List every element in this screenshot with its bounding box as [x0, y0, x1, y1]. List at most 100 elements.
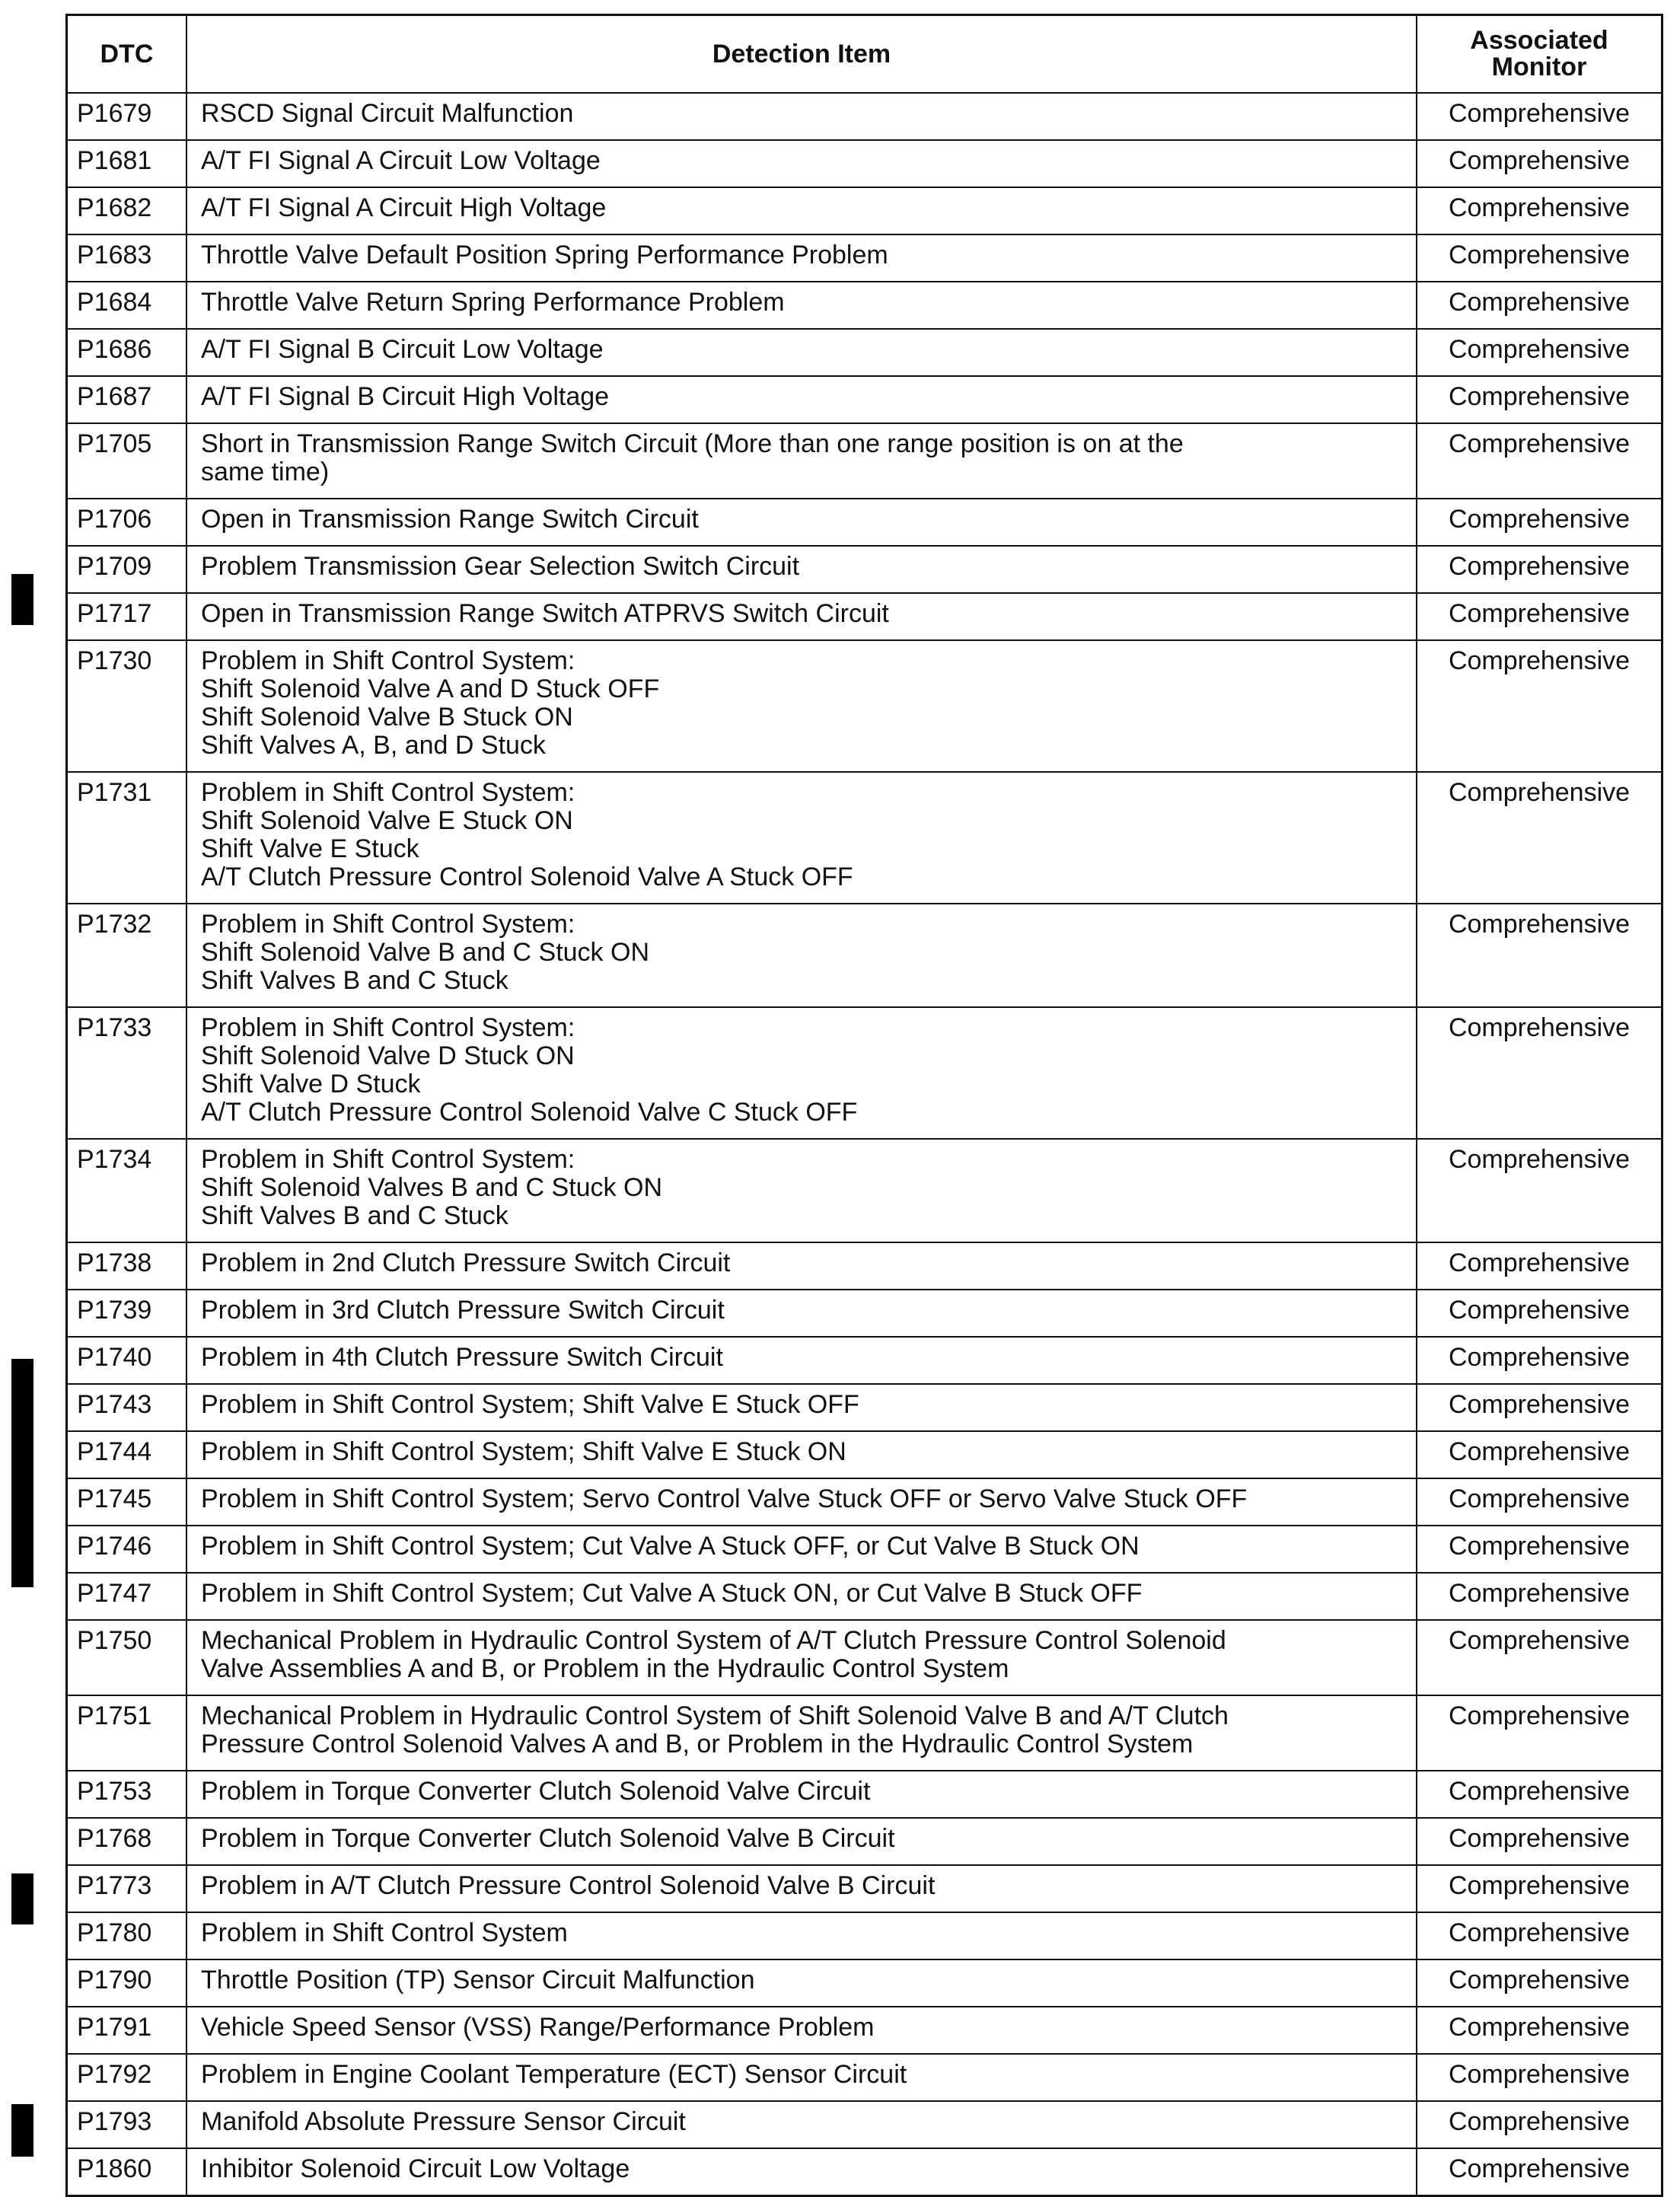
associated-monitor: Comprehensive [1416, 375, 1663, 424]
detection-item: Inhibitor Solenoid Circuit Low Voltage [186, 2148, 1417, 2197]
detection-item-line: Shift Valve E Stuck [201, 834, 419, 863]
table-row: P1792 Problem in Engine Coolant Temperatu… [65, 2053, 1663, 2102]
dtc-code: P1683 [65, 234, 187, 282]
associated-monitor: Comprehensive [1416, 92, 1663, 141]
header-monitor-text: Associated Monitor [1470, 26, 1608, 81]
detection-item-line: Problem in Shift Control System: [201, 778, 575, 807]
detection-item: Problem in Shift Control System; Cut Val… [186, 1572, 1417, 1621]
detection-item-line: Shift Valves B and C Stuck [201, 966, 508, 995]
dtc-code: P1790 [65, 1959, 187, 2007]
detection-item-line: Shift Solenoid Valve D Stuck ON [201, 1041, 575, 1070]
detection-item-line: Throttle Valve Default Position Spring P… [201, 241, 888, 269]
detection-item-line: A/T Clutch Pressure Control Solenoid Val… [201, 1098, 858, 1127]
header-dtc: DTC [65, 14, 187, 94]
table-row: P1731 Problem in Shift Control System: Shi… [65, 771, 1663, 904]
change-bar [11, 2104, 33, 2157]
detection-item-line: A/T FI Signal A Circuit High Voltage [201, 193, 607, 222]
table-row: P1730 Problem in Shift Control System: Shi… [65, 639, 1663, 773]
table-header-row: DTC Detection Item Associated Monitor [65, 14, 1663, 94]
detection-item: Vehicle Speed Sensor (VSS) Range/Perform… [186, 2006, 1417, 2055]
detection-item-line: Problem in Shift Control System; Servo C… [201, 1484, 1248, 1513]
table-row: P1738 Problem in 2nd Clutch Pressure Swit… [65, 1242, 1663, 1290]
associated-monitor: Comprehensive [1416, 2100, 1663, 2149]
detection-item-line: same time) [201, 458, 330, 486]
dtc-code: P1705 [65, 422, 187, 499]
associated-monitor: Comprehensive [1416, 903, 1663, 1008]
detection-item-line: Open in Transmission Range Switch Circui… [201, 505, 699, 534]
associated-monitor: Comprehensive [1416, 771, 1663, 904]
dtc-code: P1684 [65, 281, 187, 330]
detection-item: Problem in Shift Control System; Shift V… [186, 1383, 1417, 1432]
detection-item-line: Mechanical Problem in Hydraulic Control … [201, 1626, 1226, 1655]
detection-item: Problem in Shift Control System: Shift So… [186, 1006, 1417, 1140]
detection-item: Problem in 2nd Clutch Pressure Switch Ci… [186, 1242, 1417, 1290]
detection-item-line: Shift Valves A, B, and D Stuck [201, 731, 546, 760]
detection-item-line: Problem in Shift Control System: [201, 1013, 575, 1042]
associated-monitor: Comprehensive [1416, 1619, 1663, 1696]
table-row: P1681 A/T FI Signal A Circuit Low Voltage… [65, 139, 1663, 188]
dtc-code: P1730 [65, 639, 187, 773]
detection-item-line: Open in Transmission Range Switch ATPRVS… [201, 599, 889, 628]
dtc-code: P1746 [65, 1525, 187, 1574]
associated-monitor: Comprehensive [1416, 139, 1663, 188]
detection-item-line: Problem in 3rd Clutch Pressure Switch Ci… [201, 1296, 725, 1325]
detection-item-line: Problem in Shift Control System: [201, 646, 575, 675]
detection-item-line: Problem in A/T Clutch Pressure Control S… [201, 1871, 936, 1900]
table-row: P1706 Open in Transmission Range Switch C… [65, 498, 1663, 547]
associated-monitor: Comprehensive [1416, 187, 1663, 235]
detection-item-line: Problem in Torque Converter Clutch Solen… [201, 1824, 895, 1853]
table-row: P1705 Short in Transmission Range Switch … [65, 422, 1663, 499]
dtc-code: P1753 [65, 1770, 187, 1819]
detection-item: Problem in Shift Control System; Cut Val… [186, 1525, 1417, 1574]
detection-item-line: Throttle Position (TP) Sensor Circuit Ma… [201, 1966, 755, 1995]
table-row: P1790 Throttle Position (TP) Sensor Circu… [65, 1959, 1663, 2007]
table-row: P1743 Problem in Shift Control System; Sh… [65, 1383, 1663, 1432]
dtc-code: P1733 [65, 1006, 187, 1140]
detection-item-line: A/T FI Signal A Circuit Low Voltage [201, 146, 601, 175]
associated-monitor: Comprehensive [1416, 281, 1663, 330]
associated-monitor: Comprehensive [1416, 1912, 1663, 1960]
detection-item-line: Throttle Valve Return Spring Performance… [201, 288, 785, 317]
detection-item: Throttle Valve Default Position Spring P… [186, 234, 1417, 282]
detection-item: Problem in A/T Clutch Pressure Control S… [186, 1864, 1417, 1913]
table-row: P1745 Problem in Shift Control System; Se… [65, 1478, 1663, 1526]
dtc-code: P1745 [65, 1478, 187, 1526]
table-row: P1780 Problem in Shift Control System Comp… [65, 1912, 1663, 1960]
detection-item: A/T FI Signal A Circuit Low Voltage [186, 139, 1417, 188]
detection-item-line: Shift Solenoid Valve B and C Stuck ON [201, 938, 650, 967]
detection-item: A/T FI Signal B Circuit Low Voltage [186, 328, 1417, 377]
table-row: P1683 Throttle Valve Default Position Spr… [65, 234, 1663, 282]
associated-monitor: Comprehensive [1416, 328, 1663, 377]
detection-item: Mechanical Problem in Hydraulic Control … [186, 1695, 1417, 1771]
detection-item-line: Short in Transmission Range Switch Circu… [201, 429, 1184, 458]
table-row: P1687 A/T FI Signal B Circuit High Voltag… [65, 375, 1663, 424]
dtc-code: P1717 [65, 592, 187, 641]
change-bar [11, 574, 33, 625]
associated-monitor: Comprehensive [1416, 1289, 1663, 1338]
detection-item-line: Manifold Absolute Pressure Sensor Circui… [201, 2107, 686, 2136]
detection-item: Problem in Shift Control System: Shift So… [186, 903, 1417, 1008]
associated-monitor: Comprehensive [1416, 1430, 1663, 1479]
table-row: P1739 Problem in 3rd Clutch Pressure Swit… [65, 1289, 1663, 1338]
detection-item-line: Shift Valve D Stuck [201, 1070, 421, 1098]
associated-monitor: Comprehensive [1416, 2006, 1663, 2055]
associated-monitor: Comprehensive [1416, 1695, 1663, 1771]
detection-item-line: Problem Transmission Gear Selection Swit… [201, 552, 800, 581]
associated-monitor: Comprehensive [1416, 2053, 1663, 2102]
dtc-code: P1780 [65, 1912, 187, 1960]
associated-monitor: Comprehensive [1416, 1336, 1663, 1385]
detection-item-line: A/T Clutch Pressure Control Solenoid Val… [201, 863, 853, 891]
detection-item: Short in Transmission Range Switch Circu… [186, 422, 1417, 499]
dtc-code: P1706 [65, 498, 187, 547]
table-row: P1684 Throttle Valve Return Spring Perfor… [65, 281, 1663, 330]
detection-item-line: Problem in Shift Control System; Shift V… [201, 1437, 846, 1466]
associated-monitor: Comprehensive [1416, 1242, 1663, 1290]
table-row: P1709 Problem Transmission Gear Selection… [65, 545, 1663, 594]
table-row: P1734 Problem in Shift Control System: Shi… [65, 1138, 1663, 1243]
detection-item: Throttle Valve Return Spring Performance… [186, 281, 1417, 330]
associated-monitor: Comprehensive [1416, 1770, 1663, 1819]
detection-item: A/T FI Signal B Circuit High Voltage [186, 375, 1417, 424]
dtc-code: P1681 [65, 139, 187, 188]
detection-item: Manifold Absolute Pressure Sensor Circui… [186, 2100, 1417, 2149]
dtc-code: P1679 [65, 92, 187, 141]
